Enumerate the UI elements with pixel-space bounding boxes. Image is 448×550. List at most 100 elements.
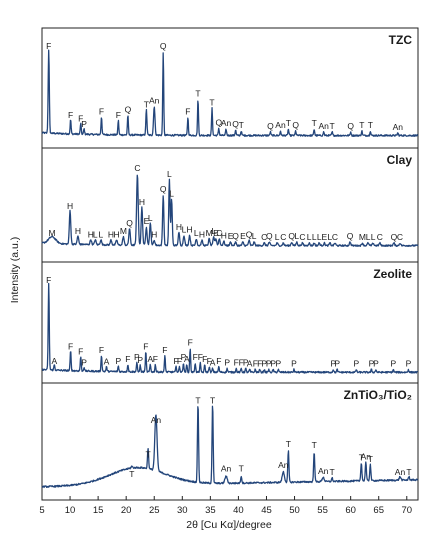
xrd-trace bbox=[41, 174, 419, 247]
peak-label: P bbox=[406, 359, 412, 369]
peak-label: An bbox=[318, 466, 329, 476]
peak-label: T bbox=[312, 118, 317, 128]
peak-label: H bbox=[199, 230, 205, 240]
peak-label: An bbox=[361, 451, 372, 461]
peak-label: P bbox=[81, 358, 87, 368]
panel-title: TZC bbox=[389, 33, 413, 47]
peak-label: An bbox=[318, 121, 329, 131]
peak-label: T bbox=[129, 469, 134, 479]
peak-label: H bbox=[139, 197, 145, 207]
peak-label: H bbox=[114, 230, 120, 240]
panel-title: Clay bbox=[387, 153, 413, 167]
peak-label: L bbox=[294, 231, 299, 241]
x-tick-label: 45 bbox=[261, 505, 272, 516]
peak-label: L bbox=[93, 230, 98, 240]
peak-label: L bbox=[307, 232, 312, 242]
peak-label: F bbox=[173, 356, 178, 366]
peak-label: P bbox=[261, 359, 267, 369]
peak-label: C bbox=[261, 232, 267, 242]
peak-label: H bbox=[221, 230, 227, 240]
peak-label: F bbox=[125, 354, 130, 364]
x-tick-label: 25 bbox=[149, 505, 160, 516]
peak-label: P bbox=[266, 359, 272, 369]
peak-label: T bbox=[209, 98, 214, 108]
peak-label: T bbox=[329, 467, 334, 477]
peak-label: L bbox=[148, 213, 153, 223]
xrd-trace bbox=[41, 405, 419, 489]
peak-label: L bbox=[317, 232, 322, 242]
peak-label: A bbox=[247, 359, 253, 369]
peak-label: P bbox=[181, 352, 187, 362]
peak-label: F bbox=[46, 41, 51, 51]
x-tick-label: 50 bbox=[289, 505, 300, 516]
peak-label: T bbox=[210, 396, 215, 406]
peak-label: Q bbox=[266, 231, 273, 241]
panel-frame bbox=[41, 382, 419, 501]
peak-label: An bbox=[151, 415, 162, 425]
peak-label: F bbox=[239, 358, 244, 368]
peak-label: P bbox=[373, 359, 379, 369]
peak-label: P bbox=[137, 355, 143, 365]
peak-label: Q bbox=[232, 231, 239, 241]
peak-label: Q bbox=[347, 231, 354, 241]
peak-label: F bbox=[143, 341, 148, 351]
peak-label: C bbox=[377, 232, 383, 242]
peak-label: T bbox=[359, 452, 364, 462]
peak-label: Q bbox=[267, 121, 274, 131]
peak-label: A bbox=[51, 356, 57, 366]
peak-label: C bbox=[216, 228, 222, 238]
peak-label: T bbox=[312, 440, 317, 450]
peak-label: A bbox=[147, 354, 153, 364]
peak-label: F bbox=[257, 359, 262, 369]
peak-label: E bbox=[228, 231, 234, 241]
peak-label: T bbox=[329, 121, 334, 131]
peak-label: F bbox=[207, 356, 212, 366]
peak-label: P bbox=[270, 359, 276, 369]
peak-label: T bbox=[286, 118, 291, 128]
peak-label: C bbox=[397, 232, 403, 242]
peak-label: T bbox=[406, 467, 411, 477]
peak-label: C bbox=[332, 232, 338, 242]
x-tick-label: 70 bbox=[401, 505, 412, 516]
peak-label: L bbox=[182, 225, 187, 235]
x-tick-label: 30 bbox=[177, 505, 188, 516]
peak-label: F bbox=[188, 338, 193, 348]
peak-label: F bbox=[193, 352, 198, 362]
x-tick-label: 65 bbox=[373, 505, 384, 516]
peak-label: Q bbox=[160, 41, 167, 51]
peak-label: A bbox=[104, 357, 110, 367]
peak-label: F bbox=[177, 356, 182, 366]
peak-label: F bbox=[78, 114, 83, 124]
peak-label: M bbox=[206, 228, 213, 238]
peak-label: F bbox=[78, 347, 83, 357]
panel-title: Zeolite bbox=[373, 267, 412, 281]
peak-label: Q bbox=[125, 105, 132, 115]
peak-label: An bbox=[393, 122, 404, 132]
x-axis-title: 2θ [Cu Kα]/degree bbox=[186, 519, 272, 531]
x-tick-label: 35 bbox=[205, 505, 216, 516]
peak-label: T bbox=[145, 450, 150, 460]
peak-label: P bbox=[243, 358, 249, 368]
y-axis-title: Intensity (a.u.) bbox=[9, 237, 21, 304]
x-tick-label: 60 bbox=[345, 505, 356, 516]
peak-label: H bbox=[67, 201, 73, 211]
peak-label: An bbox=[149, 96, 160, 106]
peak-label: T bbox=[239, 464, 244, 474]
peak-label: T bbox=[195, 89, 200, 99]
peak-label: H bbox=[75, 226, 81, 236]
peak-label: E bbox=[321, 232, 327, 242]
x-tick-label: 15 bbox=[93, 505, 104, 516]
peak-label: L bbox=[371, 232, 376, 242]
peak-label: L bbox=[211, 226, 216, 236]
peak-label: F bbox=[68, 341, 73, 351]
peak-label: F bbox=[253, 359, 258, 369]
x-tick-label: 10 bbox=[65, 505, 76, 516]
peak-label: T bbox=[195, 396, 200, 406]
peak-label: L bbox=[366, 232, 371, 242]
peak-label: P bbox=[353, 359, 359, 369]
peak-label: F bbox=[162, 345, 167, 355]
